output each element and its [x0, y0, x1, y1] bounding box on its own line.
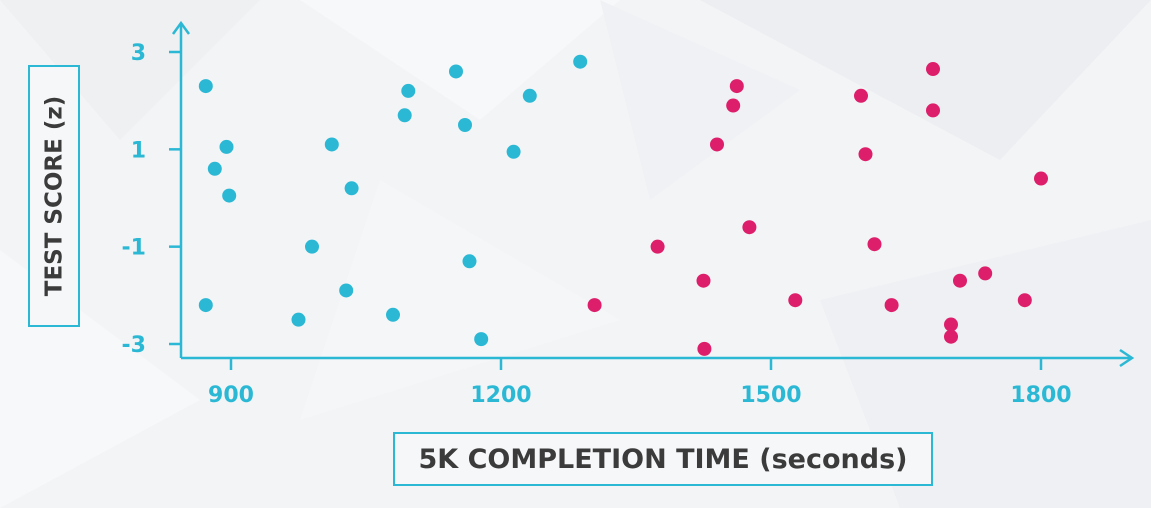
- data-point-cyan: [458, 118, 472, 132]
- data-points: [198, 54, 1048, 356]
- data-point-magenta: [650, 239, 665, 254]
- ticks: 3 1 -1 -3 900 1200 1500 1800: [122, 41, 1072, 408]
- y-axis-label: TEST SCORE (z): [41, 95, 67, 297]
- data-point-cyan: [305, 239, 319, 254]
- data-point-magenta: [944, 317, 958, 332]
- data-point-magenta: [1034, 171, 1048, 186]
- data-point-cyan: [198, 298, 213, 313]
- data-point-cyan: [339, 283, 354, 298]
- data-point-cyan: [474, 332, 489, 347]
- data-point-magenta: [729, 79, 744, 94]
- data-point-magenta: [978, 266, 993, 281]
- axes: [171, 20, 1135, 368]
- y-tick-label: -3: [122, 333, 146, 358]
- data-point-cyan: [462, 254, 477, 269]
- x-tick-label: 1200: [470, 383, 531, 408]
- data-point-magenta: [710, 137, 724, 152]
- data-point-cyan: [222, 188, 237, 203]
- data-point-cyan: [324, 137, 339, 152]
- x-tick-label: 900: [208, 383, 254, 408]
- data-point-cyan: [573, 54, 588, 69]
- y-axis-arrow: [171, 20, 191, 35]
- data-point-magenta: [926, 103, 940, 118]
- y-tick-label: 1: [131, 138, 146, 163]
- x-tick-label: 1800: [1010, 383, 1071, 408]
- x-tick-label: 1500: [740, 383, 801, 408]
- y-tick-label: 3: [131, 41, 146, 66]
- data-point-magenta: [587, 298, 602, 313]
- data-point-magenta: [926, 62, 940, 77]
- data-point-magenta: [697, 341, 712, 356]
- data-point-cyan: [291, 312, 306, 327]
- data-point-cyan: [386, 307, 400, 322]
- x-axis-label: 5K COMPLETION TIME (seconds): [393, 432, 933, 486]
- data-point-cyan: [522, 88, 537, 103]
- data-point-cyan: [506, 144, 521, 159]
- data-point-magenta: [788, 293, 803, 308]
- data-point-cyan: [344, 181, 359, 196]
- data-point-cyan: [401, 83, 416, 98]
- data-point-magenta: [1017, 293, 1032, 308]
- data-point-magenta: [696, 273, 711, 288]
- data-point-cyan: [198, 79, 213, 94]
- y-axis-label-box: [28, 65, 80, 327]
- data-point-magenta: [854, 88, 868, 103]
- data-point-magenta: [726, 98, 741, 113]
- data-point-magenta: [858, 147, 873, 162]
- data-point-magenta: [884, 298, 899, 313]
- data-point-magenta: [742, 220, 757, 235]
- data-point-magenta: [953, 273, 967, 288]
- data-point-cyan: [397, 108, 412, 123]
- data-point-magenta: [944, 329, 958, 344]
- data-point-cyan: [207, 161, 222, 176]
- data-point-cyan: [449, 64, 463, 79]
- data-point-cyan: [219, 139, 234, 154]
- y-tick-label: -1: [122, 236, 146, 261]
- x-axis-arrow: [1119, 348, 1135, 368]
- data-point-magenta: [867, 237, 882, 252]
